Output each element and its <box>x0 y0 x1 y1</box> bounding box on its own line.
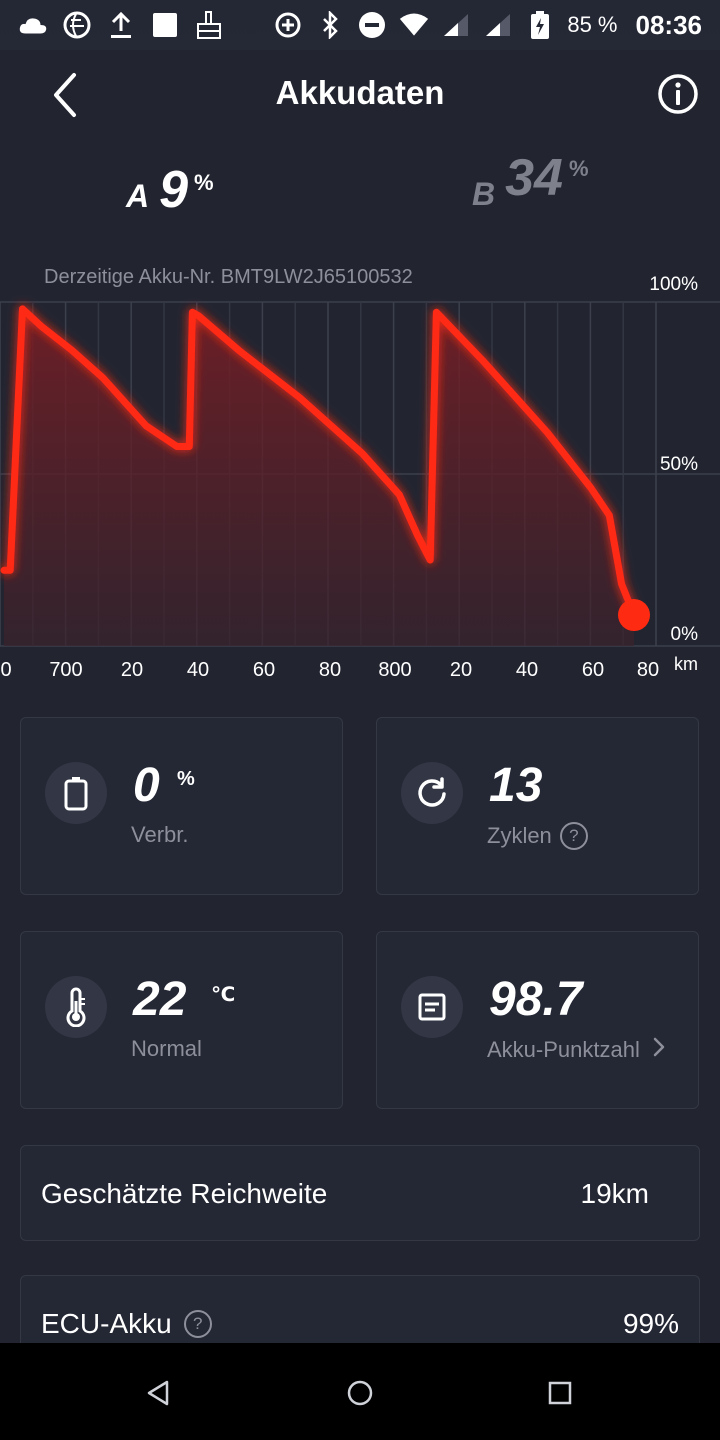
x-tick-label: 80 <box>319 659 341 681</box>
score-label-text: Akku-Punktzahl <box>487 1037 640 1062</box>
consumption-label: Verbr. <box>131 822 188 848</box>
chart-area <box>4 308 634 646</box>
ecu-help-icon[interactable]: ? <box>183 1310 212 1338</box>
clock: 08:36 <box>635 9 703 40</box>
score-label: Akku-Punktzahl <box>487 1036 666 1064</box>
consumption-card: 0 % Verbr. <box>20 717 343 895</box>
battery-b[interactable]: B 34 % <box>472 150 589 220</box>
refresh-icon <box>401 762 463 824</box>
ecu-battery-row: ECU-Akku ? 99% <box>20 1275 700 1343</box>
estimated-range-value: 19km <box>580 1178 649 1209</box>
nav-home-button[interactable] <box>340 1373 380 1413</box>
signal-icon <box>441 10 471 40</box>
temperature-unit: ℃ <box>211 984 236 1006</box>
consumption-label-text: Verbr. <box>131 822 189 847</box>
nav-back-button[interactable] <box>138 1373 178 1413</box>
ecu-battery-label: ECU-Akku ? <box>41 1308 212 1340</box>
consumption-unit: % <box>177 768 195 790</box>
y-tick-label: 100% <box>649 274 698 295</box>
cycles-card: 13 Zyklen ? <box>376 717 699 895</box>
signal-icon <box>483 10 513 40</box>
battery-charging-icon <box>525 10 555 40</box>
battery-serial: Derzeitige Akku-Nr. BMT9LW2J65100532 <box>44 266 413 288</box>
cycles-help-icon[interactable]: ? <box>559 822 588 850</box>
info-button[interactable] <box>656 72 700 116</box>
battery-a-letter: A <box>126 178 150 214</box>
y-tick-label: 50% <box>660 454 698 475</box>
app-header: Akkudaten <box>0 60 720 130</box>
temperature-card: 22 ℃ Normal <box>20 931 343 1109</box>
battery-a-value: 9 <box>159 161 189 219</box>
wifi-icon <box>399 10 429 40</box>
ecu-battery-value: 99% <box>622 1308 679 1339</box>
temperature-value: 22 <box>133 973 187 1026</box>
battery-b-unit: % <box>568 156 589 181</box>
nav-recents-button[interactable] <box>540 1373 580 1413</box>
info-icon <box>658 74 698 114</box>
chevron-right-icon <box>652 1036 666 1064</box>
x-tick-label: 20 <box>450 659 472 681</box>
temperature-label-text: Normal <box>131 1036 202 1061</box>
battery-a-unit: % <box>194 170 214 195</box>
estimated-range-label-text: Geschätzte Reichweite <box>41 1178 328 1209</box>
score-value: 98.7 <box>489 973 583 1026</box>
square-icon <box>150 10 180 40</box>
battery-level-chart: 100% 50% 0% 0 700 20 40 60 80 800 20 40 60 80 km <box>0 274 720 681</box>
do-not-disturb-icon <box>357 10 387 40</box>
battery-b-value: 34 <box>505 149 563 207</box>
x-unit-label: km <box>674 654 698 674</box>
cycles-label: Zyklen ? <box>487 822 588 850</box>
globe-icon <box>62 10 92 40</box>
data-saver-icon <box>273 10 303 40</box>
battery-a[interactable]: A 9 % <box>126 150 214 220</box>
status-bar: 85 % 08:36 <box>0 0 720 50</box>
x-tick-label: 80 <box>637 659 659 681</box>
x-tick-label: 60 <box>582 659 604 681</box>
document-icon <box>401 976 463 1038</box>
cloud-icon <box>18 10 48 40</box>
x-tick-label: 20 <box>121 659 143 681</box>
home-circle-icon <box>347 1380 373 1406</box>
x-tick-label: 40 <box>187 659 209 681</box>
system-nav-bar <box>0 1343 720 1440</box>
broom-icon <box>194 10 224 40</box>
back-triangle-icon <box>147 1380 169 1406</box>
battery-icon <box>45 762 107 824</box>
x-tick-label: 0 <box>0 659 11 681</box>
estimated-range-label: Geschätzte Reichweite <box>41 1178 327 1210</box>
back-button[interactable] <box>40 70 90 120</box>
consumption-value: 0 <box>133 759 160 812</box>
chart-line <box>0 305 638 619</box>
y-tick-label: 0% <box>671 624 699 645</box>
cycles-value: 13 <box>489 759 543 812</box>
cycles-label-text: Zyklen <box>487 823 552 848</box>
x-tick-label: 700 <box>49 659 82 681</box>
ecu-battery-label-text: ECU-Akku <box>41 1308 172 1339</box>
battery-percent: 85 % <box>567 12 618 37</box>
recents-square-icon <box>548 1381 572 1405</box>
x-tick-label: 40 <box>516 659 538 681</box>
page-title: Akkudaten <box>275 74 445 111</box>
current-point <box>618 599 650 632</box>
x-tick-label: 60 <box>253 659 275 681</box>
thermometer-icon <box>45 976 107 1038</box>
chevron-left-icon <box>54 73 76 117</box>
score-card[interactable]: 98.7 Akku-Punktzahl <box>376 931 699 1109</box>
upload-icon <box>106 10 136 40</box>
estimated-range-row: Geschätzte Reichweite 19km <box>20 1145 700 1241</box>
x-tick-label: 800 <box>378 659 411 681</box>
battery-b-letter: B <box>472 176 496 212</box>
temperature-label: Normal <box>131 1036 202 1062</box>
bluetooth-icon <box>315 10 345 40</box>
